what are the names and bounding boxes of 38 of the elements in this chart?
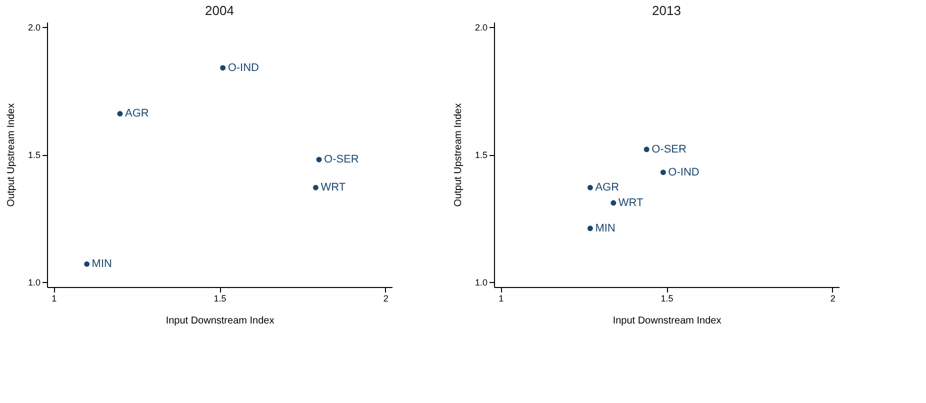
y-tick-label: 1.5: [28, 150, 40, 160]
x-tick-label: 2: [383, 294, 388, 304]
x-axis-title: Input Downstream Index: [166, 316, 274, 326]
y-axis-title: Output Upstream Index: [6, 103, 17, 207]
point: [610, 200, 616, 206]
point: [117, 110, 123, 116]
point: [587, 184, 593, 190]
y-tick-label: 2.0: [28, 22, 40, 33]
point: [316, 156, 322, 162]
series-label: AGR: [595, 182, 620, 194]
y-tick-label: 1.0: [474, 277, 488, 288]
series-label: O-IND: [228, 62, 260, 74]
point: [660, 170, 666, 176]
x-tick-label: 1: [52, 294, 57, 304]
chart-title: 2013: [652, 3, 681, 18]
series-label: O-SER: [324, 154, 359, 166]
x-axis-title: Input Downstream Index: [612, 316, 722, 326]
y-tick-label: 1.0: [28, 277, 40, 288]
y-axis-title: Output Upstream Index: [452, 103, 464, 207]
series-label: O-SER: [652, 143, 686, 156]
y-tick-label: 1.5: [474, 150, 488, 160]
x-tick-label: 1.5: [660, 294, 674, 304]
y-tick-label: 2.0: [474, 22, 488, 33]
x-tick-label: 2: [830, 294, 836, 304]
series-label: MIN: [595, 222, 616, 234]
point: [644, 146, 650, 152]
series-label: AGR: [124, 108, 149, 120]
point: [220, 65, 226, 71]
series-label: WRT: [320, 182, 346, 194]
series-label: O-IND: [668, 166, 700, 178]
point: [84, 261, 90, 267]
point: [587, 226, 593, 232]
x-tick-label: 1.5: [214, 294, 226, 304]
series-label: MIN: [92, 258, 112, 270]
point: [312, 184, 318, 190]
series-label: WRT: [618, 196, 644, 209]
chart-title: 2004: [205, 3, 234, 18]
x-tick-label: 1: [498, 294, 504, 304]
